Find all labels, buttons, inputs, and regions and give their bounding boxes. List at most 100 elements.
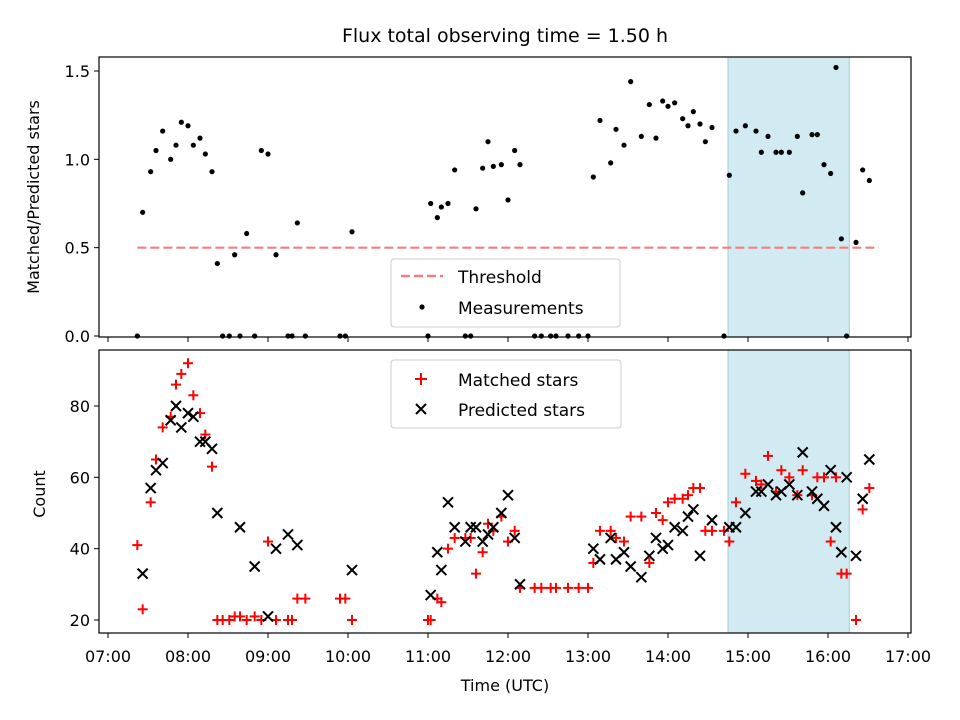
- measurement-point: [800, 190, 806, 196]
- predicted-star-point: [624, 560, 637, 573]
- predicted-star-point: [806, 485, 818, 498]
- predicted-star-point: [211, 507, 224, 519]
- measurement-point: [197, 135, 203, 141]
- matched-star-point: [657, 515, 668, 526]
- measurement-point: [160, 128, 166, 134]
- y-axis-label: Count: [30, 470, 49, 518]
- measurement-point: [505, 197, 511, 203]
- matched-star-point: [857, 504, 868, 515]
- matched-star-point: [425, 615, 436, 625]
- matched-star-point: [465, 532, 476, 543]
- measurement-point: [685, 123, 691, 129]
- matched-star-point: [595, 525, 605, 536]
- matched-star-point: [132, 540, 143, 551]
- measurement-point: [349, 229, 355, 235]
- measurement-point: [214, 260, 220, 267]
- measurement-point: [168, 156, 174, 162]
- measurement-point: [778, 149, 784, 155]
- measurement-point: [258, 147, 264, 154]
- x-tick-label: 15:00: [725, 647, 771, 666]
- measurement-point: [828, 170, 834, 177]
- measurement-point: [721, 333, 727, 339]
- measurement-point: [665, 103, 671, 109]
- predicted-star-point: [470, 521, 482, 533]
- predicted-star-point: [431, 546, 444, 558]
- legend-box: [390, 258, 621, 328]
- measurement-point: [565, 333, 571, 339]
- measurement-point: [844, 333, 850, 339]
- measurement-point: [538, 333, 544, 339]
- matched-star-point: [740, 468, 751, 479]
- predicted-star-point: [687, 503, 700, 516]
- predicted-star-point: [435, 564, 448, 576]
- predicted-star-point: [476, 535, 489, 548]
- measurement-point: [517, 162, 523, 168]
- predicted-star-point: [594, 553, 606, 566]
- predicted-star-point: [175, 421, 188, 434]
- plot-frame: [98, 56, 912, 338]
- matched-star-point: [137, 604, 148, 615]
- predicted-star-point: [262, 610, 274, 623]
- predicted-star-point: [635, 571, 648, 583]
- predicted-star-point: [682, 510, 694, 523]
- y-tick-label: 20: [70, 611, 90, 630]
- legend-predicted-label: Predicted stars: [458, 401, 585, 421]
- matched-star-point: [188, 390, 199, 401]
- measurement-point: [833, 64, 839, 71]
- measurement-point: [480, 165, 486, 171]
- top-panel-ratio-chart: Flux total observing time = 1.50 h 0.0 0.…: [24, 25, 912, 346]
- chart-title: Flux total observing time = 1.50 h: [342, 25, 668, 47]
- bottom-panel-count-chart: 20 40 60 80 07:00 08:00 09:00 10:00 11:00 12:00 1…: [30, 349, 931, 695]
- predicted-star-point: [676, 525, 689, 537]
- measurement-point: [786, 149, 792, 155]
- matched-star-point: [583, 582, 593, 593]
- measurement-point: [428, 200, 434, 207]
- predicted-star-point: [783, 478, 796, 491]
- x-axis-label: Time (UTC): [460, 676, 549, 695]
- measurement-point: [498, 162, 504, 168]
- predicted-star-point: [164, 414, 177, 426]
- matched-star-point: [509, 525, 520, 536]
- measurement-point: [220, 333, 226, 339]
- measurement-point: [532, 333, 538, 339]
- matched-star-point: [183, 358, 193, 369]
- matched-star-point: [695, 483, 705, 494]
- measurement-point: [438, 204, 444, 210]
- measurement-point: [265, 151, 271, 157]
- predicted-star-point: [830, 521, 842, 533]
- predicted-star-point: [487, 521, 500, 533]
- y-tick-label: 1.5: [65, 62, 90, 81]
- predicted-star-point: [291, 539, 304, 551]
- matched-star-point: [636, 511, 647, 522]
- predicted-star-point: [662, 539, 674, 551]
- measurement-point: [809, 132, 815, 138]
- measurement-point: [853, 239, 859, 245]
- predicted-star-point: [346, 564, 358, 576]
- matched-star-point: [483, 518, 493, 529]
- measurement-point: [302, 333, 308, 339]
- measurement-point: [726, 172, 732, 178]
- measurement-point: [294, 220, 300, 226]
- predicted-star-point: [442, 496, 454, 509]
- measurement-point: [452, 167, 458, 173]
- measurement-point: [337, 333, 343, 339]
- predicted-star-point: [796, 446, 809, 459]
- predicted-star-point: [156, 457, 169, 469]
- matched-star-point: [763, 450, 773, 461]
- matched-star-point: [651, 508, 661, 518]
- measurement-point: [646, 101, 652, 108]
- y-tick-label: 40: [70, 540, 90, 559]
- measurement-point: [485, 139, 491, 145]
- x-tick-label: 13:00: [565, 647, 611, 666]
- predicted-star-point: [182, 407, 194, 419]
- y-tick-label: 0.5: [65, 239, 90, 258]
- predicted-star-point: [424, 589, 437, 601]
- measurement-point: [621, 142, 627, 148]
- matched-star-point: [436, 597, 447, 608]
- matched-star-point: [825, 536, 836, 547]
- predicted-star-point: [730, 521, 742, 533]
- matched-star-point: [477, 547, 488, 558]
- x-tick-label: 11:00: [405, 647, 451, 666]
- x-tick-label: 10:00: [325, 647, 371, 666]
